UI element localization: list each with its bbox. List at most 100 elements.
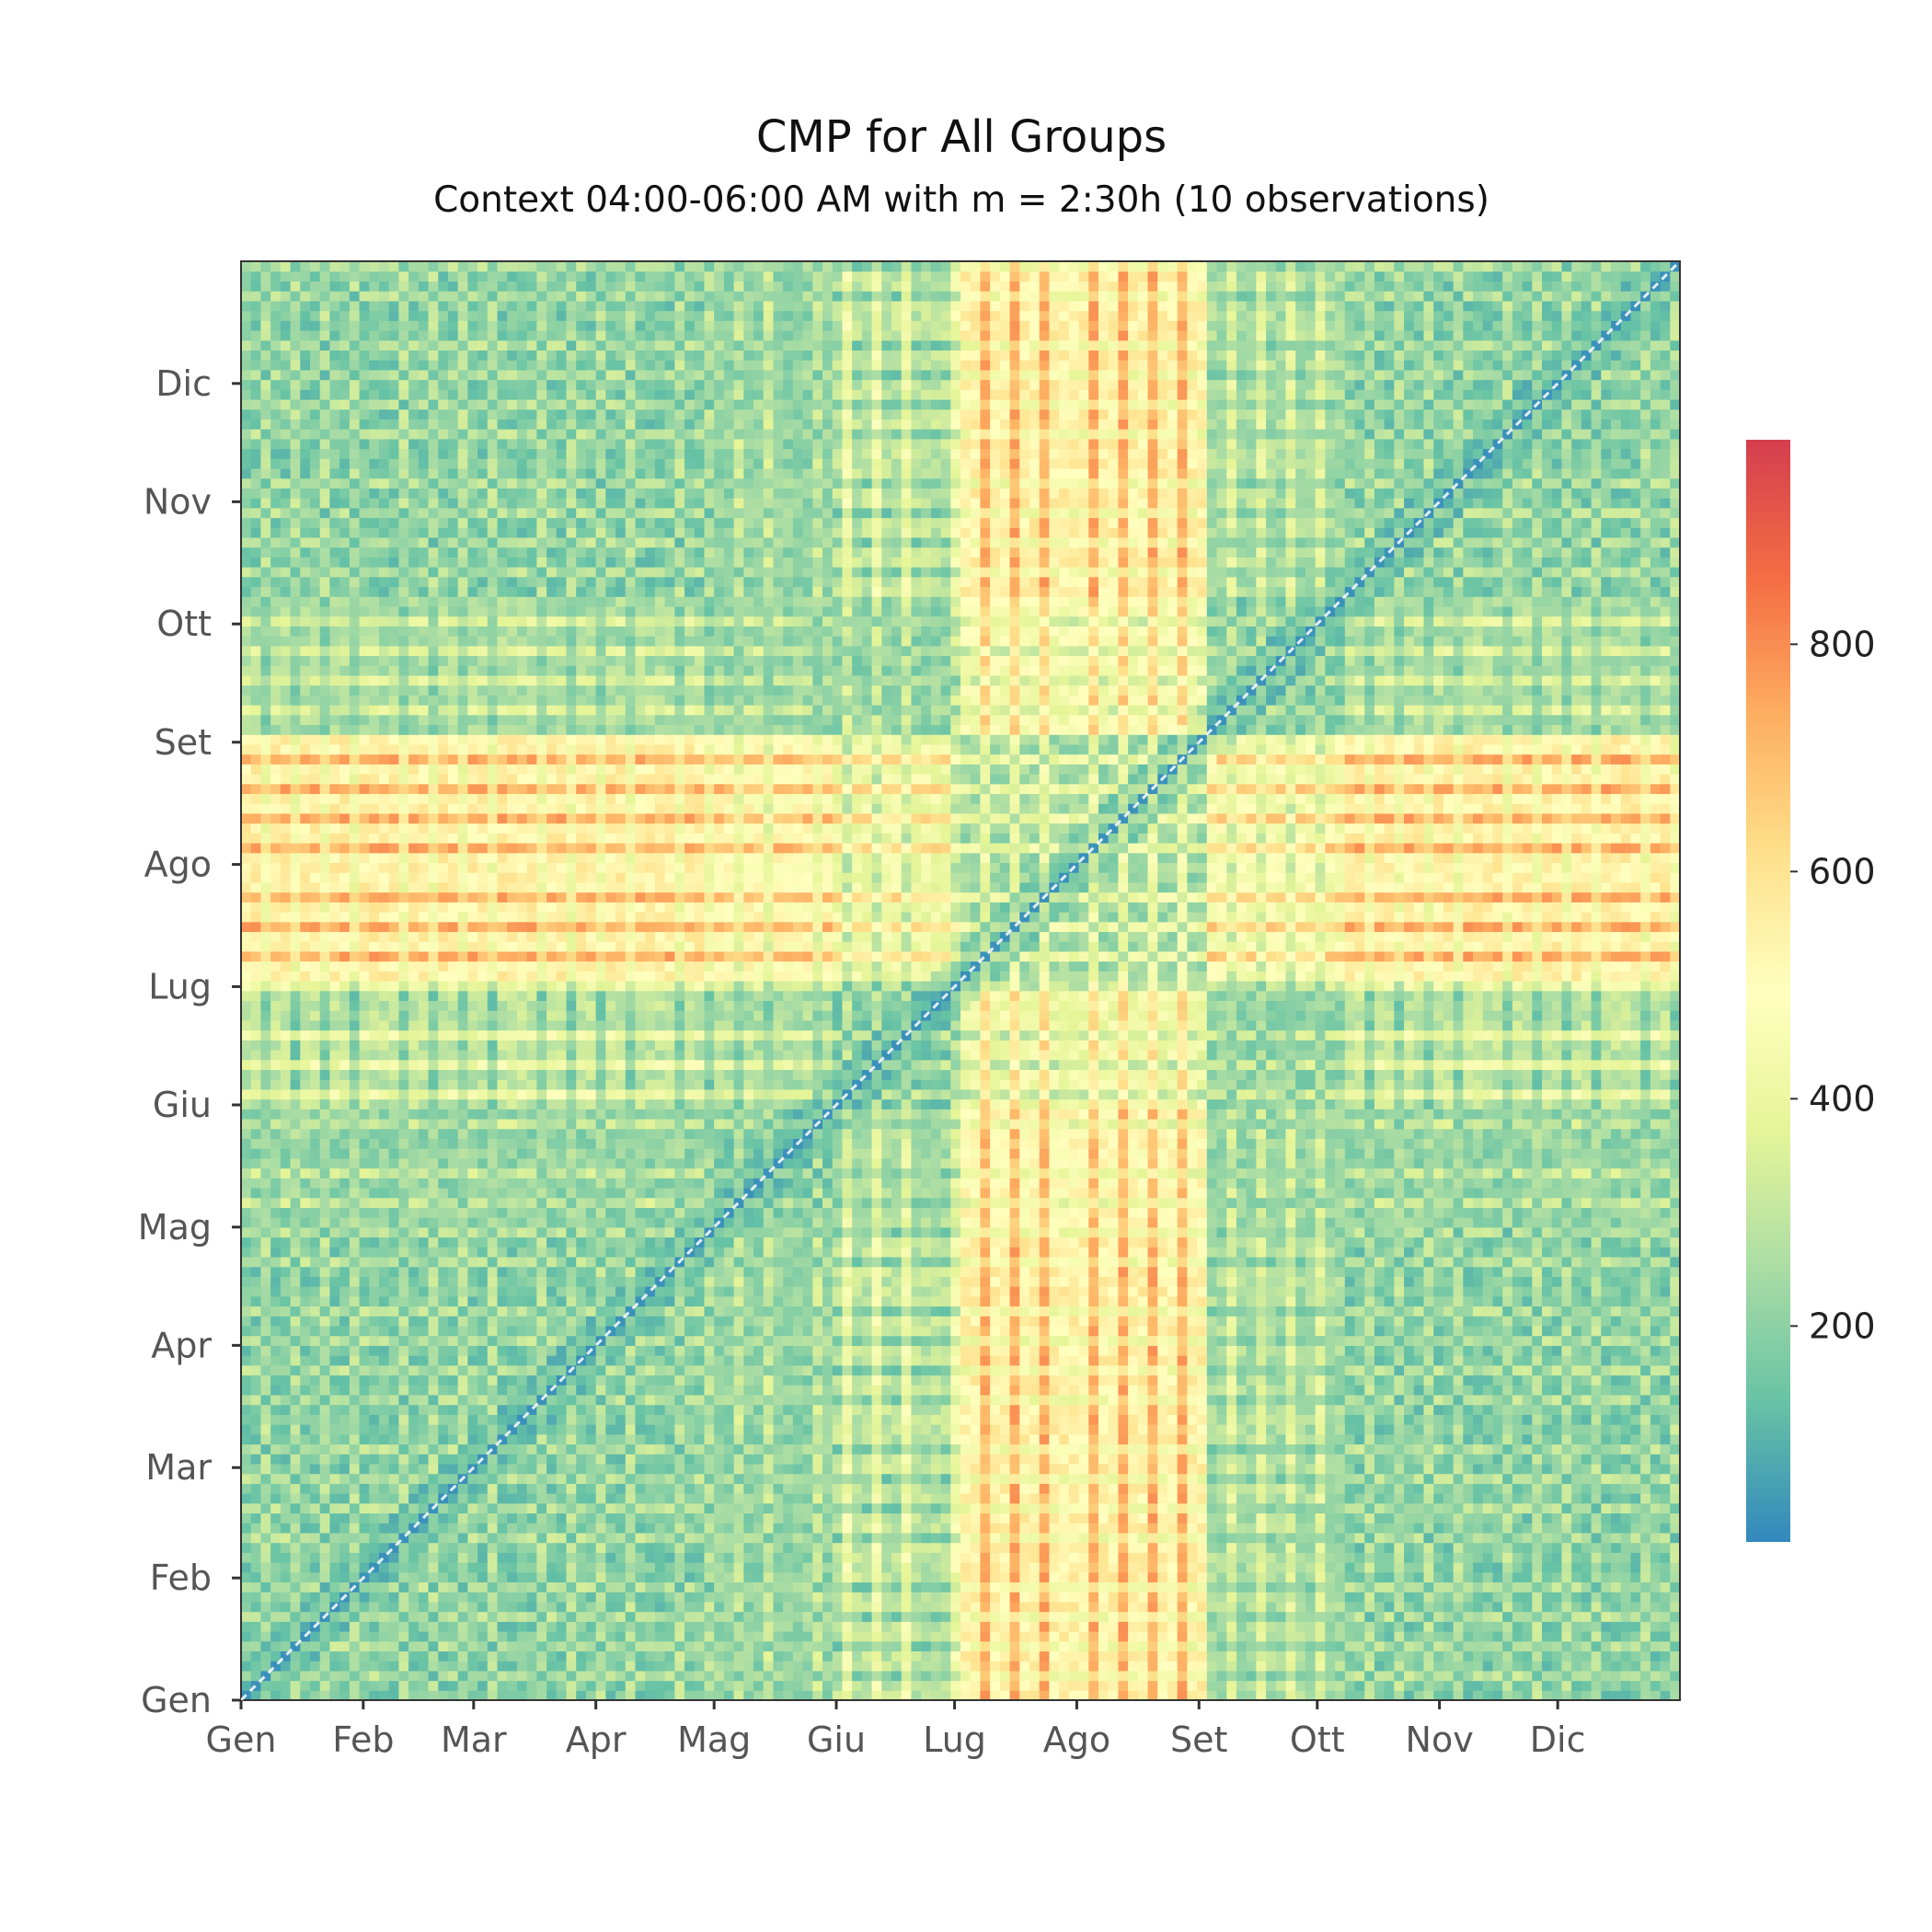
heatmap-cell xyxy=(743,1671,753,1681)
heatmap-cell xyxy=(1069,1512,1079,1523)
heatmap-cell xyxy=(714,1374,724,1385)
heatmap-cell xyxy=(1443,1523,1454,1533)
heatmap-cell xyxy=(1601,1443,1611,1454)
heatmap-cell xyxy=(557,1395,567,1405)
heatmap-cell xyxy=(1226,1493,1236,1503)
heatmap-cell xyxy=(498,1572,508,1582)
heatmap-cell xyxy=(902,1552,912,1562)
heatmap-cell xyxy=(546,1395,557,1405)
heatmap-cell xyxy=(1256,1631,1266,1641)
heatmap-cell xyxy=(1316,1621,1326,1631)
heatmap-cell xyxy=(507,1523,517,1533)
heatmap-cell xyxy=(724,1512,734,1523)
heatmap-cell xyxy=(724,1464,734,1474)
heatmap-cell xyxy=(1463,1631,1473,1641)
heatmap-cell xyxy=(695,1474,705,1484)
heatmap-cell xyxy=(950,1405,960,1415)
heatmap-cell xyxy=(1049,1631,1059,1641)
heatmap-cell xyxy=(241,1612,251,1622)
heatmap-cell xyxy=(398,1543,408,1553)
heatmap-cell xyxy=(536,1581,546,1592)
heatmap-cell xyxy=(773,1581,783,1592)
heatmap-cell xyxy=(536,1602,546,1612)
heatmap-cell xyxy=(1226,1533,1236,1543)
heatmap-cell xyxy=(1217,1374,1227,1385)
heatmap-cell xyxy=(557,1414,567,1424)
heatmap-cell xyxy=(626,1523,636,1533)
heatmap-cell xyxy=(498,1602,508,1612)
heatmap-cell xyxy=(645,1414,655,1424)
heatmap-cell xyxy=(704,1572,714,1582)
heatmap-cell xyxy=(1592,1562,1602,1572)
heatmap-cell xyxy=(1423,1464,1433,1474)
heatmap-cell xyxy=(1621,1661,1631,1671)
heatmap-cell xyxy=(408,1543,419,1553)
heatmap-cell xyxy=(1463,1414,1473,1424)
heatmap-cell xyxy=(1316,1650,1326,1661)
heatmap-cell xyxy=(567,1424,577,1434)
heatmap-cell xyxy=(714,1533,724,1543)
heatmap-cell xyxy=(1354,1443,1364,1454)
heatmap-cell xyxy=(1197,1454,1207,1464)
heatmap-cell xyxy=(1454,1552,1464,1562)
heatmap-cell xyxy=(517,1443,527,1454)
heatmap-cell xyxy=(1256,1414,1266,1424)
heatmap-cell xyxy=(1592,1661,1602,1671)
heatmap-cell xyxy=(1571,1424,1581,1434)
heatmap-cell xyxy=(536,1503,546,1513)
heatmap-cell xyxy=(1492,1533,1502,1543)
heatmap-cell xyxy=(488,1650,498,1661)
heatmap-cell xyxy=(605,1464,615,1474)
heatmap-cell xyxy=(1661,1650,1671,1661)
heatmap-cell xyxy=(1256,1512,1266,1523)
heatmap-cell xyxy=(1069,1681,1079,1691)
heatmap-cell xyxy=(1364,1612,1374,1622)
heatmap-cell xyxy=(714,1414,724,1424)
heatmap-cell xyxy=(1276,1464,1286,1474)
heatmap-cell xyxy=(665,1581,675,1592)
heatmap-cell xyxy=(557,1592,567,1602)
heatmap-cell xyxy=(1433,1592,1443,1602)
heatmap-cell xyxy=(1079,1631,1089,1641)
heatmap-cell xyxy=(1178,1650,1188,1661)
heatmap-cell xyxy=(812,1385,822,1395)
heatmap-cell xyxy=(743,1631,753,1641)
heatmap-cell xyxy=(842,1443,852,1454)
heatmap-cell xyxy=(1118,1464,1128,1474)
heatmap-cell xyxy=(902,1650,912,1661)
heatmap-cell xyxy=(921,1424,931,1434)
heatmap-cell xyxy=(1069,1621,1079,1631)
heatmap-cell xyxy=(773,1612,783,1622)
heatmap-cell xyxy=(1157,1395,1167,1405)
heatmap-cell xyxy=(842,1374,852,1385)
heatmap-cell xyxy=(822,1562,833,1572)
heatmap-cell xyxy=(1010,1464,1020,1474)
heatmap-cell xyxy=(1316,1641,1326,1651)
heatmap-cell xyxy=(1404,1671,1414,1681)
heatmap-cell xyxy=(1433,1562,1443,1572)
heatmap-cell xyxy=(1128,1483,1138,1493)
heatmap-cell xyxy=(714,1493,724,1503)
heatmap-cell xyxy=(921,1454,931,1464)
heatmap-cell xyxy=(1650,1612,1661,1622)
heatmap-cell xyxy=(488,1690,498,1700)
heatmap-cell xyxy=(1167,1493,1178,1503)
heatmap-cell xyxy=(911,1523,921,1533)
heatmap-cell xyxy=(1247,1543,1257,1553)
heatmap-cell xyxy=(389,1464,399,1474)
heatmap-cell xyxy=(527,1621,537,1631)
heatmap-cell xyxy=(1178,1503,1188,1513)
heatmap-cell xyxy=(1010,1581,1020,1592)
heatmap-cell xyxy=(1098,1552,1109,1562)
heatmap-cell xyxy=(498,1424,508,1434)
heatmap-cell xyxy=(1325,1405,1335,1415)
heatmap-cell xyxy=(1630,1512,1640,1523)
heatmap-cell xyxy=(329,1355,339,1365)
heatmap-cell xyxy=(1256,1464,1266,1474)
heatmap-cell xyxy=(1414,1641,1424,1651)
heatmap-cell xyxy=(1661,1641,1671,1651)
heatmap-cell xyxy=(350,1355,360,1365)
heatmap-cell xyxy=(586,1631,596,1641)
heatmap-cell xyxy=(714,1474,724,1484)
heatmap-cell xyxy=(1414,1592,1424,1602)
